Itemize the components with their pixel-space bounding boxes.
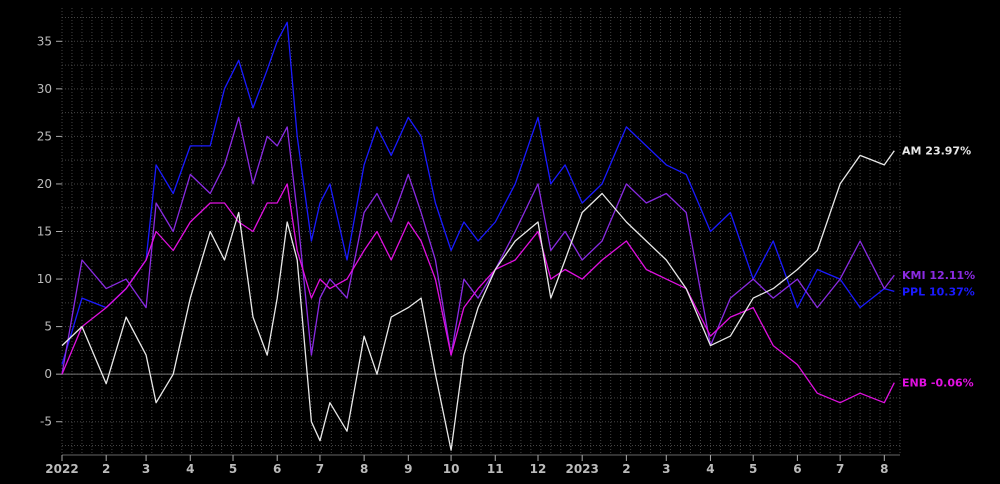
x-tick-label: 11 <box>487 462 504 476</box>
y-tick-label: -5 <box>40 415 52 429</box>
end-label-kmi: KMI 12.11% <box>902 269 975 282</box>
x-tick-label: 2 <box>622 462 630 476</box>
x-tick-label: 3 <box>142 462 150 476</box>
x-tick-label: 9 <box>404 462 412 476</box>
y-tick-label: 20 <box>37 177 52 191</box>
end-label-am: AM 23.97% <box>902 145 971 158</box>
x-tick-label: 5 <box>229 462 237 476</box>
end-label-ppl: PPL 10.37% <box>902 285 975 298</box>
x-tick-label: 7 <box>316 462 324 476</box>
x-tick-label: 2023 <box>565 462 598 476</box>
x-tick-label: 4 <box>186 462 194 476</box>
y-tick-label: 0 <box>44 367 52 381</box>
x-tick-label: 5 <box>749 462 757 476</box>
x-tick-label: 7 <box>836 462 844 476</box>
series-end-labels: AM 23.97% KMI 12.11% PPL 10.37% ENB -0.06% <box>902 145 975 390</box>
y-tick-label: 30 <box>37 82 52 96</box>
y-tick-label: 15 <box>37 225 52 239</box>
x-tick-label: 10 <box>443 462 460 476</box>
x-tick-label: 12 <box>530 462 547 476</box>
x-tick-label: 8 <box>360 462 368 476</box>
x-tick-label: 3 <box>662 462 670 476</box>
x-tick-label: 2022 <box>45 462 78 476</box>
grid <box>61 8 901 455</box>
y-tick-label: 5 <box>44 320 52 334</box>
series-line-kmi <box>61 116 895 375</box>
end-label-enb: ENB -0.06% <box>902 377 974 390</box>
x-tick-label: 6 <box>273 462 281 476</box>
series-line-enb <box>61 183 895 404</box>
x-tick-label: 8 <box>880 462 888 476</box>
x-axis: 2022 2 3 4 5 6 7 8 9 10 11 12 2023 2 3 4 5 6 7 8 <box>45 454 900 476</box>
series-lines <box>61 21 895 451</box>
x-tick-label: 2 <box>102 462 110 476</box>
series-line-am <box>61 150 895 451</box>
y-tick-label: 10 <box>37 272 52 286</box>
x-tick-label: 4 <box>706 462 714 476</box>
x-tick-label: 6 <box>793 462 801 476</box>
y-axis: -5 0 5 10 15 20 25 30 35 <box>37 34 62 429</box>
series-line-ppl <box>61 21 895 365</box>
y-tick-label: 25 <box>37 129 52 143</box>
y-tick-label: 35 <box>37 34 52 48</box>
